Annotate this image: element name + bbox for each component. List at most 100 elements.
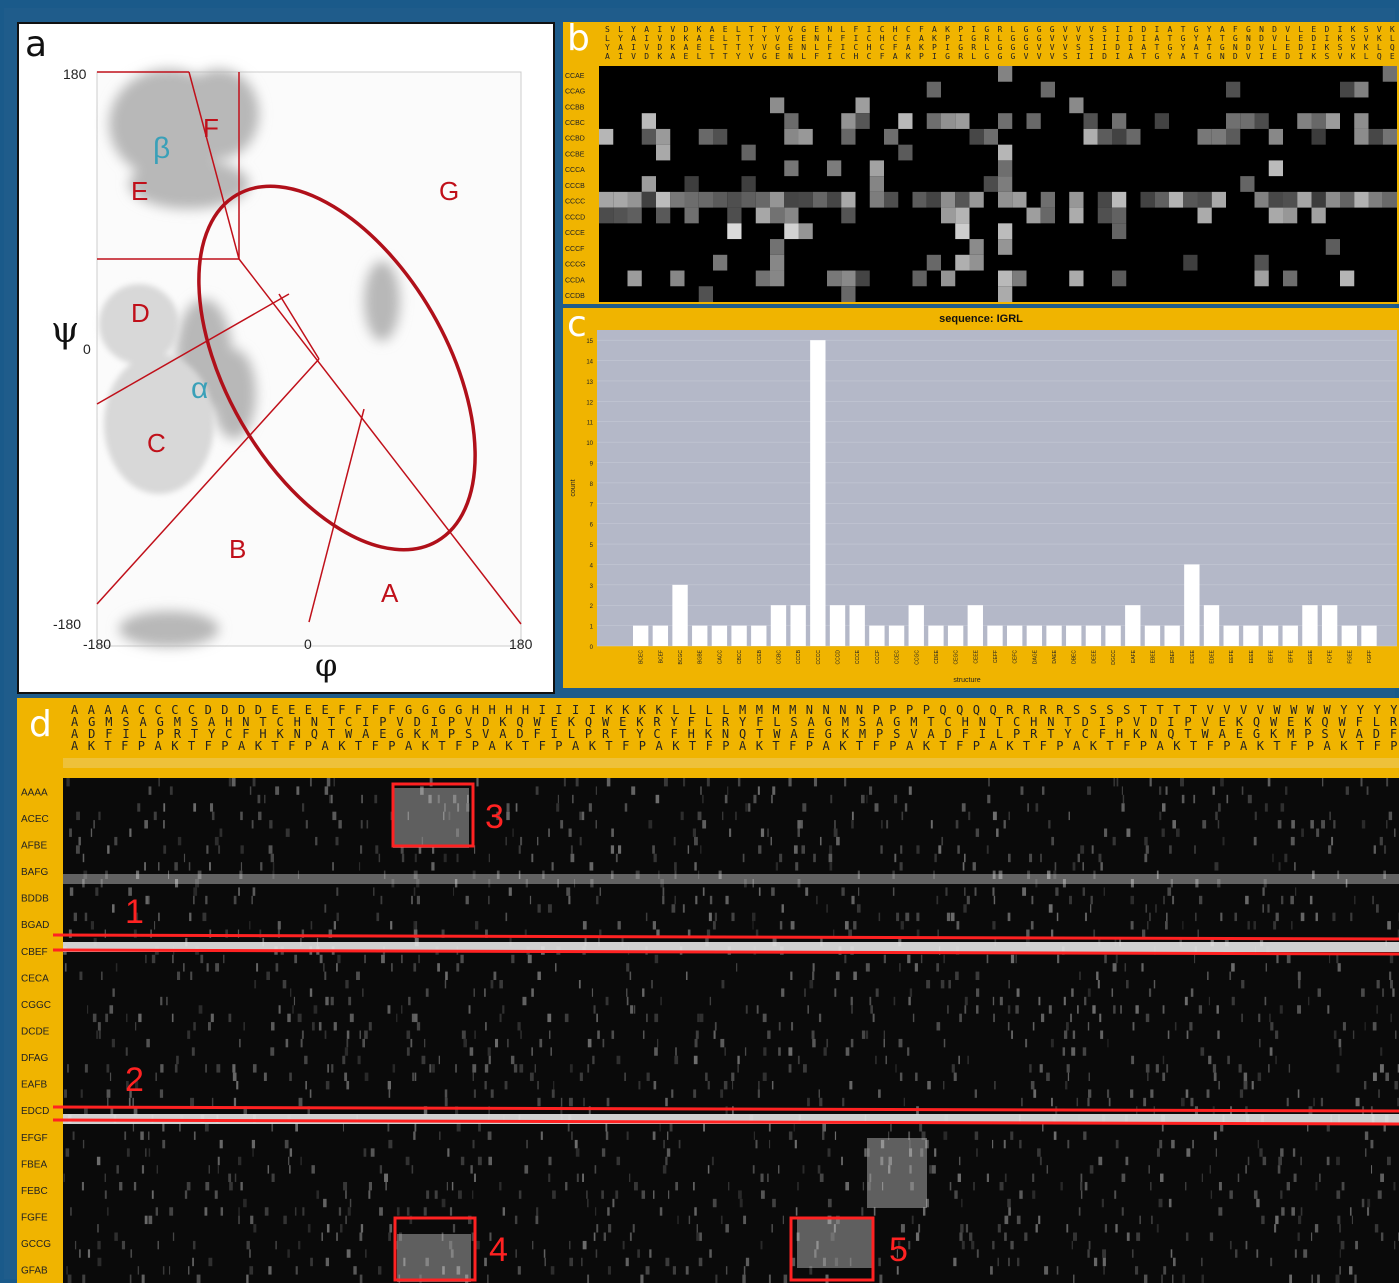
d-noise — [307, 1106, 310, 1115]
d-noise — [1354, 1274, 1357, 1283]
d-noise — [97, 1257, 102, 1267]
d-noise — [967, 1055, 969, 1065]
b-col-letter: A — [1141, 43, 1146, 52]
d-noise — [204, 1207, 208, 1216]
d-noise — [909, 988, 913, 997]
marker-label: 3 — [485, 798, 504, 836]
b-heat-cell — [983, 128, 998, 145]
d-noise — [1297, 1089, 1300, 1098]
d-noise — [879, 1274, 883, 1283]
d-noise — [1286, 1182, 1291, 1191]
d-noise — [1143, 1097, 1147, 1107]
b-heat-cell — [998, 144, 1013, 161]
d-noise — [1040, 1013, 1045, 1023]
b-heat-cell — [1240, 113, 1255, 129]
d-noise — [1121, 1207, 1124, 1216]
d-noise — [760, 1240, 763, 1250]
d-noise — [851, 811, 854, 821]
d-noise — [192, 1240, 196, 1250]
d-noise — [1103, 1266, 1105, 1275]
d-noise — [698, 870, 700, 879]
d-noise — [921, 1131, 926, 1140]
d-col-letter: H — [472, 703, 479, 717]
d-noise — [963, 853, 966, 863]
d-col-letter: R — [602, 727, 610, 741]
d-noise — [1206, 1089, 1210, 1098]
d-noise — [1156, 870, 1159, 879]
d-noise — [1150, 1089, 1154, 1098]
d-noise — [1008, 811, 1011, 821]
d-noise — [566, 887, 571, 896]
d-col-letter: S — [122, 715, 129, 729]
d-noise — [217, 1165, 219, 1174]
d-noise — [289, 1148, 293, 1157]
d-noise — [565, 1182, 568, 1191]
d-noise — [69, 887, 74, 896]
d-noise — [377, 1266, 382, 1275]
d-noise — [325, 996, 329, 1006]
d-col-letter: C — [345, 715, 352, 729]
x-axis-label: structure — [953, 677, 980, 684]
d-noise — [955, 971, 959, 980]
b-heat-cell — [926, 113, 941, 129]
b-heat-cell — [884, 128, 899, 145]
d-col-letter: S — [1321, 727, 1328, 741]
d-noise — [1007, 1005, 1011, 1014]
d-noise — [502, 1207, 506, 1216]
d-noise — [909, 1165, 912, 1174]
d-noise — [1215, 1148, 1217, 1157]
b-heat-cell — [741, 144, 756, 161]
d-noise — [1090, 904, 1092, 913]
b-col-letter: I — [1115, 25, 1120, 34]
d-noise — [1329, 811, 1331, 821]
d-col-letter: Q — [973, 703, 980, 717]
b-col-letter: N — [801, 43, 806, 52]
bar — [711, 625, 728, 646]
d-noise — [694, 1038, 698, 1048]
b-heat-cell — [912, 191, 927, 208]
d-noise — [1393, 1182, 1396, 1191]
d-noise — [803, 1064, 807, 1073]
b-heat-cell — [741, 191, 756, 208]
d-noise — [900, 1224, 905, 1233]
d-noise — [502, 1005, 505, 1014]
b-col-letter: V — [1050, 34, 1055, 43]
x-tick-label: CCCF — [875, 650, 881, 664]
b-col-letter: E — [814, 25, 819, 34]
d-noise — [767, 1173, 769, 1182]
b-col-letter: E — [697, 43, 702, 52]
d-noise — [822, 1123, 826, 1132]
b-col-letter: D — [670, 34, 675, 43]
d-noise — [183, 853, 186, 863]
d-noise — [487, 1131, 492, 1140]
d-noise — [662, 887, 665, 896]
d-noise — [788, 1047, 793, 1056]
d-noise — [560, 1097, 563, 1107]
d-noise — [807, 1097, 810, 1107]
b-col-letter: G — [1024, 34, 1029, 43]
d-noise — [1245, 1165, 1247, 1174]
d-col-letter: N — [1047, 715, 1054, 729]
d-noise — [958, 1055, 960, 1065]
d-row-label: BAFG — [21, 867, 48, 878]
d-col-letter: A — [1324, 739, 1332, 753]
d-noise — [1361, 1198, 1365, 1208]
d-noise — [878, 912, 881, 922]
d-noise — [453, 887, 455, 896]
d-col-letter: P — [1140, 739, 1147, 753]
d-noise — [1288, 1064, 1291, 1073]
d-noise — [1040, 853, 1042, 863]
d-noise — [506, 803, 510, 812]
d-col-letter: M — [739, 703, 746, 717]
d-noise — [870, 1005, 873, 1014]
b-col-letter: I — [827, 52, 832, 61]
d-noise — [1382, 988, 1385, 997]
d-noise — [629, 1232, 632, 1241]
d-noise — [1185, 1089, 1189, 1098]
d-noise — [697, 1013, 700, 1023]
d-noise — [590, 879, 594, 888]
d-noise — [499, 980, 503, 989]
d-noise — [1253, 836, 1257, 846]
b-heat-cell — [998, 223, 1013, 240]
d-noise — [1212, 786, 1215, 795]
